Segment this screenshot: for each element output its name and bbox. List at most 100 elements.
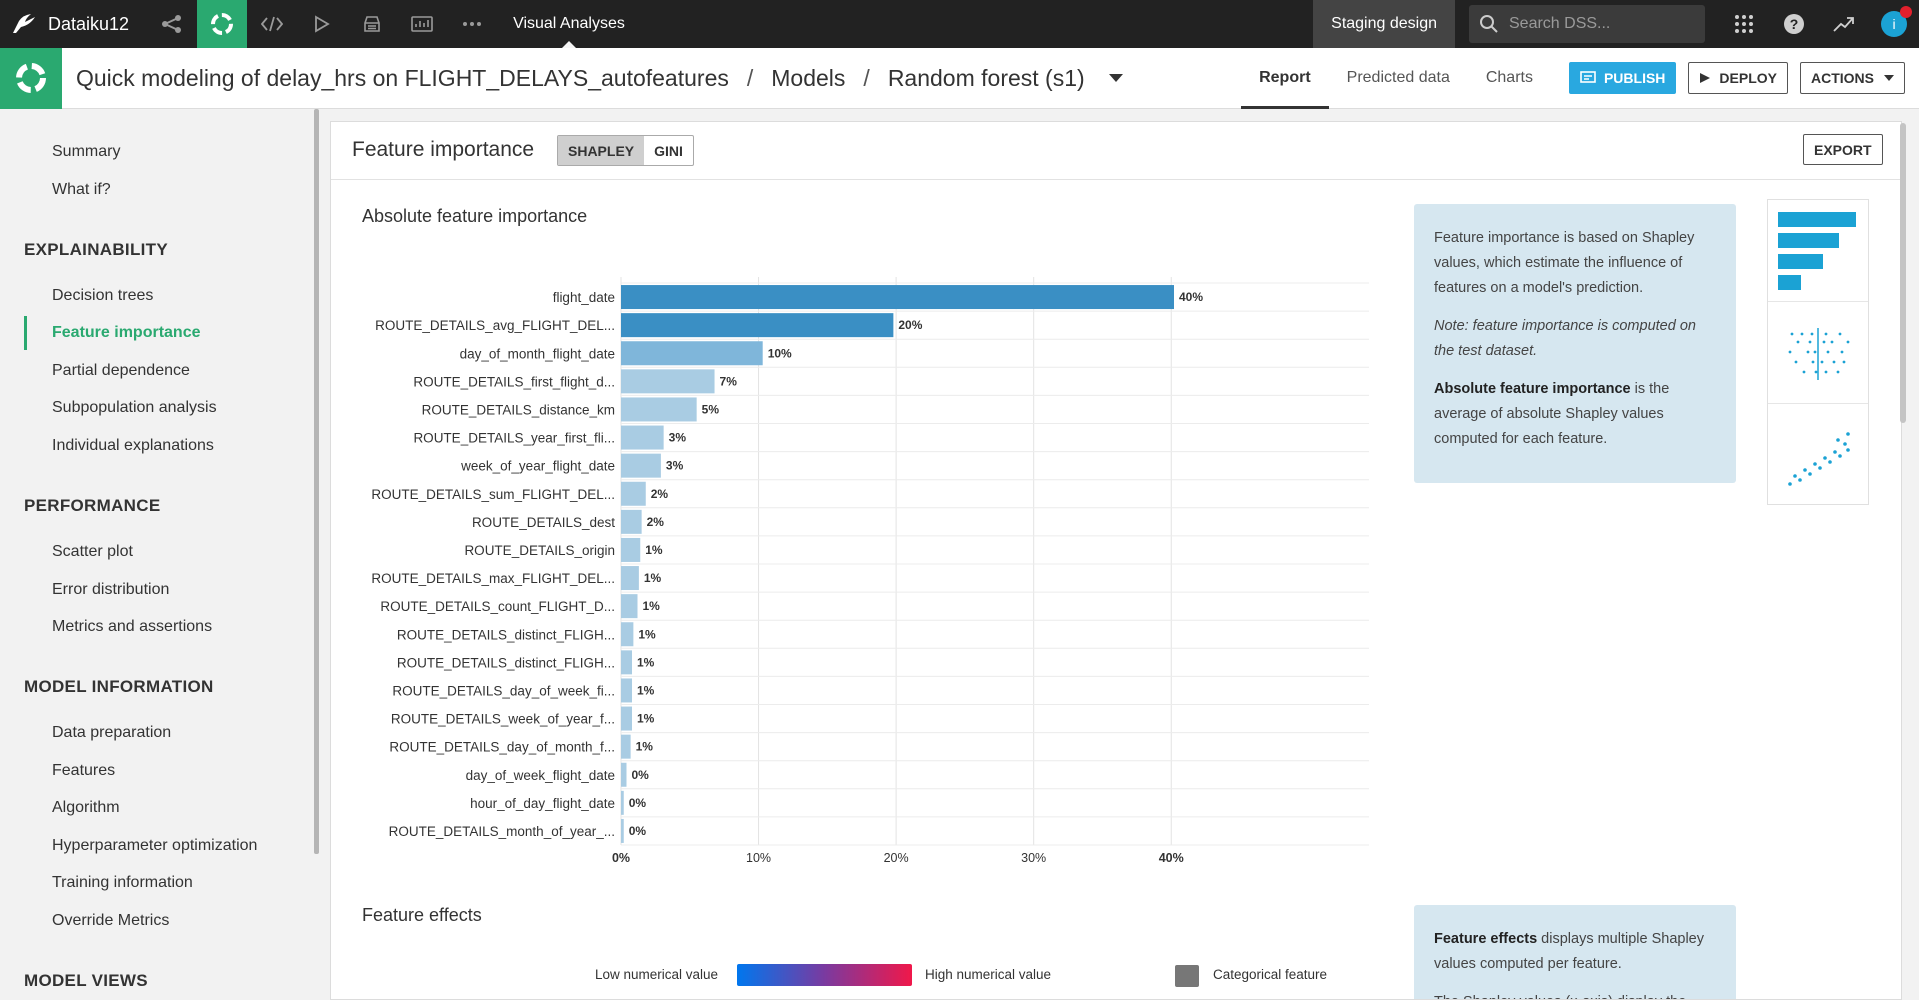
importance-bar [621,818,624,843]
importance-bar [621,537,641,562]
breadcrumb-analysis[interactable]: Quick modeling of delay_hrs on FLIGHT_DE… [76,64,729,91]
feature-label: ROUTE_DETAILS_sum_FLIGHT_DEL... [371,487,615,502]
more-icon[interactable] [447,0,497,48]
sidebar-item-algorithm[interactable]: Algorithm [52,799,120,816]
info-note: Note: feature importance is computed on … [1434,318,1696,359]
beeswarm-thumbnail[interactable] [1768,302,1868,404]
sidebar-item-scatter-plot[interactable]: Scatter plot [52,543,133,560]
bar-chart-icon [1778,212,1856,290]
value-label: 0% [629,824,647,838]
sidebar-item-decision-trees[interactable]: Decision trees [52,287,154,304]
current-section-label[interactable]: Visual Analyses [513,0,625,48]
feature-label: ROUTE_DETAILS_avg_FLIGHT_DEL... [375,318,615,333]
model-header: Quick modeling of delay_hrs on FLIGHT_DE… [0,47,1919,109]
tab-charts[interactable]: Charts [1485,69,1533,86]
feature-label: ROUTE_DETAILS_count_FLIGHT_D... [380,599,615,614]
importance-bar [621,453,661,478]
deploy-play-icon [1700,73,1711,83]
feature-label: ROUTE_DETAILS_distinct_FLIGH... [397,655,615,670]
sidebar-item-override-metrics[interactable]: Override Metrics [52,912,170,929]
importance-bar [621,762,627,787]
importance-bar [621,566,639,591]
value-label: 1% [637,683,655,697]
value-label: 1% [637,655,655,669]
legend-low-label: Low numerical value [595,967,719,982]
sidebar-item-error-distribution[interactable]: Error distribution [52,581,170,598]
feature-label: ROUTE_DETAILS_origin [464,543,615,558]
feature-label: hour_of_day_flight_date [470,796,615,811]
sidebar-item-metrics-and-assertions[interactable]: Metrics and assertions [52,618,213,635]
export-button[interactable]: EXPORT [1803,134,1883,165]
feature-label: ROUTE_DETAILS_year_first_fli... [413,431,615,446]
help-icon[interactable]: ? [1769,0,1819,48]
feature-label: ROUTE_DETAILS_day_of_month_f... [389,740,615,755]
flow-icon[interactable] [147,0,197,48]
value-label: 7% [720,374,738,388]
sidebar-item-what-if[interactable]: What if? [52,181,111,198]
importance-bar [621,622,634,647]
legend-categorical-swatch [1175,965,1199,987]
publish-button[interactable]: PUBLISH [1568,62,1677,94]
sidebar-item-partial-dependence[interactable]: Partial dependence [52,362,190,379]
sidebar-item-summary[interactable]: Summary [52,143,121,160]
sidebar-item-hyperparameter-optimization[interactable]: Hyperparameter optimization [52,837,258,854]
importance-bar [621,313,894,338]
actions-button[interactable]: ACTIONS [1800,62,1905,94]
main-scrollbar[interactable] [1900,123,1906,423]
deployer-icon[interactable] [347,0,397,48]
apps-grid-icon[interactable] [1719,0,1769,48]
run-icon[interactable] [297,0,347,48]
lab-icon[interactable] [197,0,248,48]
feature-label: week_of_year_flight_date [460,459,615,474]
sidebar-item-training-information[interactable]: Training information [52,874,193,891]
sidebar-heading-model-information: MODEL INFORMATION [24,677,214,696]
project-name[interactable]: Dataiku12 [48,13,130,34]
model-dropdown-caret-icon[interactable] [1108,74,1123,82]
top-navigation-bar: Dataiku12 Visual Analyses Staging design… [0,0,1919,48]
dataiku-bird-logo-icon[interactable] [0,0,48,48]
environment-badge: Staging design [1313,0,1455,48]
absolute-importance-chart: flight_date 40% ROUTE_DETAILS_avg_FLIGHT_D… [371,277,1369,862]
x-tick-label: 10% [746,851,771,862]
sidebar-item-individual-explanations[interactable]: Individual explanations [52,437,214,454]
bar-chart-thumbnail[interactable] [1768,200,1868,302]
breadcrumb-model-name[interactable]: Random forest (s1) [887,64,1085,91]
code-icon[interactable] [247,0,297,48]
trend-icon[interactable] [1819,0,1869,48]
value-label: 1% [638,627,656,641]
value-label: 40% [1179,290,1203,304]
value-label: 1% [644,571,662,585]
x-tick-label: 0% [612,851,630,862]
sidebar-item-features[interactable]: Features [52,762,116,779]
dashboard-icon[interactable] [397,0,447,48]
search-input[interactable] [1509,15,1689,33]
user-menu[interactable]: i [1869,0,1919,48]
tab-predicted-data[interactable]: Predicted data [1346,69,1450,86]
dependence-thumbnail[interactable] [1768,404,1868,506]
sidebar-item-feature-importance[interactable]: Feature importance [52,324,201,341]
legend-high-label: High numerical value [925,967,1052,982]
search-box[interactable] [1469,5,1705,43]
deploy-button[interactable]: DEPLOY [1688,62,1788,94]
toggle-gini[interactable]: GINI [654,142,683,159]
importance-bar [621,650,633,675]
value-label: 1% [645,543,663,557]
value-label: 3% [669,431,687,445]
importance-bar [621,369,715,394]
dependence-scatter-icon [1788,432,1850,486]
sidebar-scrollbar[interactable] [314,109,319,854]
report-sidebar [0,109,318,1000]
sidebar-heading-explainability: EXPLAINABILITY [24,240,168,259]
toggle-shapley[interactable]: SHAPLEY [558,136,645,165]
sidebar-item-subpopulation-analysis[interactable]: Subpopulation analysis [52,399,217,416]
feature-label: day_of_month_flight_date [460,346,615,361]
feature-effects-info-box: Feature effects displays multiple Shaple… [1414,905,1736,999]
sidebar-item-data-preparation[interactable]: Data preparation [52,724,172,741]
value-label: 2% [651,487,669,501]
legend-gradient-bar [737,964,912,986]
breadcrumb-models[interactable]: Models [771,64,846,91]
tab-report[interactable]: Report [1241,48,1329,109]
value-label: 5% [702,402,720,416]
value-label: 1% [637,712,655,726]
feature-label: ROUTE_DETAILS_dest [472,515,615,530]
